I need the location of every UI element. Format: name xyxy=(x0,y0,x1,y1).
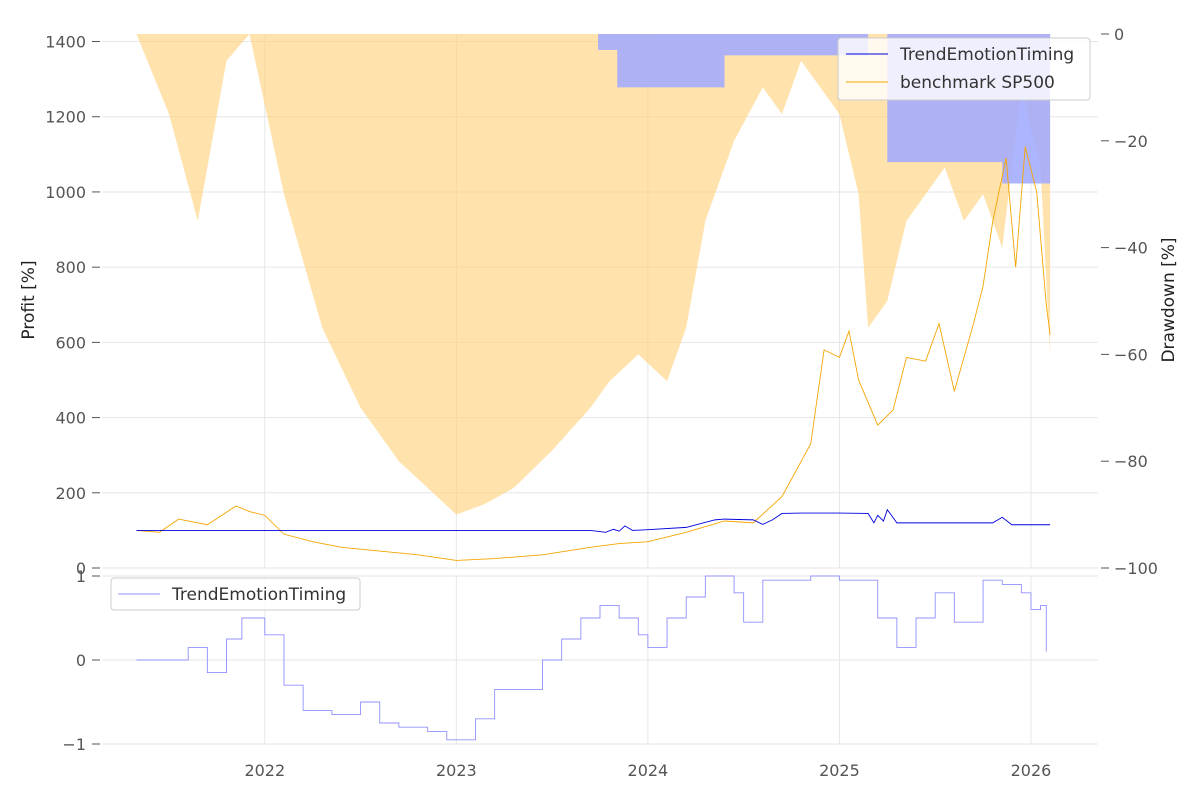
drawdown-areas xyxy=(136,34,1051,515)
y2-tick-label--60: −60 xyxy=(1114,345,1148,364)
series-lines xyxy=(136,146,1051,741)
y2-tick-label--20: −20 xyxy=(1114,132,1148,151)
signal-y-tick-label--1: −1 xyxy=(62,735,86,754)
y-tick-label-0: 0 xyxy=(76,559,86,578)
y-axis-title: Profit [%] xyxy=(19,260,39,339)
signal-y-tick-label-0: 0 xyxy=(76,651,86,670)
y2-tick-label--100: −100 xyxy=(1114,559,1158,578)
x-tick-label-2024: 2024 xyxy=(628,761,669,780)
y-tick-label-1400: 1400 xyxy=(45,33,86,52)
y-tick-label-200: 200 xyxy=(55,484,86,503)
line-benchmark-sp500 xyxy=(136,146,1051,561)
x-tick-label-2023: 2023 xyxy=(436,761,477,780)
legend-signal: TrendEmotionTiming xyxy=(110,577,361,611)
y2-tick-label-0: 0 xyxy=(1114,25,1124,44)
legend-signal-frame xyxy=(110,577,361,611)
y2-tick-label--40: −40 xyxy=(1114,239,1148,258)
legend-label-signal: TrendEmotionTiming xyxy=(171,585,346,605)
axes: 2022 2023 2024 2025 2026 0 200 400 600 800 1000 120… xyxy=(45,25,1158,780)
line-signal-trendemotiontiming xyxy=(136,575,1047,741)
line-trendemotiontiming xyxy=(136,508,1051,533)
y-tick-label-1000: 1000 xyxy=(45,183,86,202)
legend-main-frame xyxy=(837,37,1091,101)
y-tick-label-400: 400 xyxy=(55,409,86,428)
signal-y-tick-label-1: 1 xyxy=(76,567,86,586)
legend-label-trend: TrendEmotionTiming xyxy=(899,45,1074,65)
y2-axis-title: Drawdown [%] xyxy=(1159,237,1179,362)
legend-main: TrendEmotionTiming benchmark SP500 xyxy=(837,37,1091,101)
y-tick-label-1200: 1200 xyxy=(45,108,86,127)
x-tick-label-2022: 2022 xyxy=(244,761,285,780)
x-tick-label-2026: 2026 xyxy=(1011,761,1052,780)
drawdown-area-benchmark xyxy=(136,34,1051,515)
legend-label-benchmark: benchmark SP500 xyxy=(900,73,1055,93)
y-tick-label-800: 800 xyxy=(55,258,86,277)
y2-tick-label--80: −80 xyxy=(1114,452,1148,471)
x-tick-label-2025: 2025 xyxy=(819,761,860,780)
y-tick-label-600: 600 xyxy=(55,333,86,352)
